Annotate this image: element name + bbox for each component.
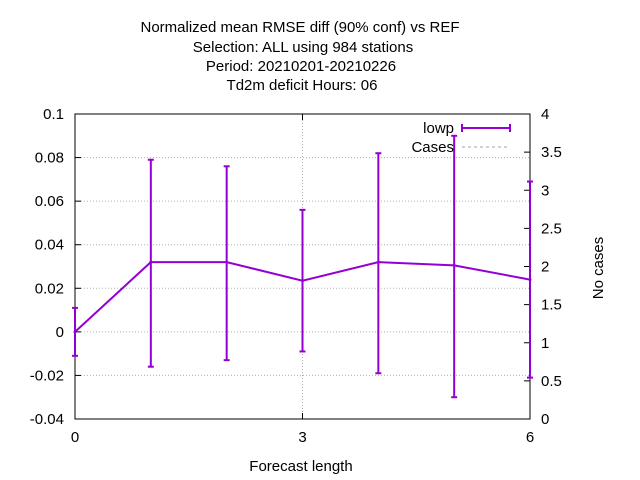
title-line-4: Td2m deficit Hours: 06 xyxy=(227,77,378,94)
data-point xyxy=(452,263,456,267)
legend-swatch-lowp xyxy=(461,124,511,132)
y2-tick-label: 0 xyxy=(541,411,549,428)
x-tick-label: 3 xyxy=(298,429,306,446)
y-tick-label: 0.08 xyxy=(35,150,64,167)
series-group xyxy=(72,134,533,399)
x-tick-label: 0 xyxy=(71,429,79,446)
y2-tick-label: 1 xyxy=(541,335,549,352)
title-line-1: Normalized mean RMSE diff (90% conf) vs … xyxy=(141,19,460,36)
x-tick-label: 6 xyxy=(526,429,534,446)
y2-tick-label: 2 xyxy=(541,259,549,276)
y2-tick-label: 0.5 xyxy=(541,373,562,390)
data-point xyxy=(225,260,229,264)
legend-label-cases: Cases xyxy=(411,139,454,156)
y-tick-label: 0.02 xyxy=(35,280,64,297)
series-lowp xyxy=(72,134,533,399)
data-point xyxy=(149,260,153,264)
y-tick-label: 0.04 xyxy=(35,237,64,254)
y2-tick-label: 1.5 xyxy=(541,297,562,314)
y-tick-label: 0.1 xyxy=(43,106,64,123)
y2-axis-label: No cases xyxy=(590,237,607,300)
y2-tick-label: 4 xyxy=(541,106,549,123)
chart-title: Normalized mean RMSE diff (90% conf) vs … xyxy=(141,19,460,94)
title-line-2: Selection: ALL using 984 stations xyxy=(193,39,413,56)
y-tick-label: -0.04 xyxy=(30,411,64,428)
y2-tick-label: 3.5 xyxy=(541,144,562,161)
title-line-3: Period: 20210201-20210226 xyxy=(206,58,396,75)
y2-tick-label: 3 xyxy=(541,182,549,199)
data-point xyxy=(376,260,380,264)
data-point xyxy=(528,278,532,282)
data-point xyxy=(73,330,77,334)
x-axis-label: Forecast length xyxy=(249,458,352,475)
data-point xyxy=(301,279,304,283)
legend-label-lowp: lowp xyxy=(423,120,454,137)
y2-tick-label: 2.5 xyxy=(541,220,562,237)
legend: lowp Cases xyxy=(411,120,511,156)
y-tick-label: -0.02 xyxy=(30,367,64,384)
y-tick-label: 0.06 xyxy=(35,193,64,210)
y-tick-label: 0 xyxy=(56,324,64,341)
